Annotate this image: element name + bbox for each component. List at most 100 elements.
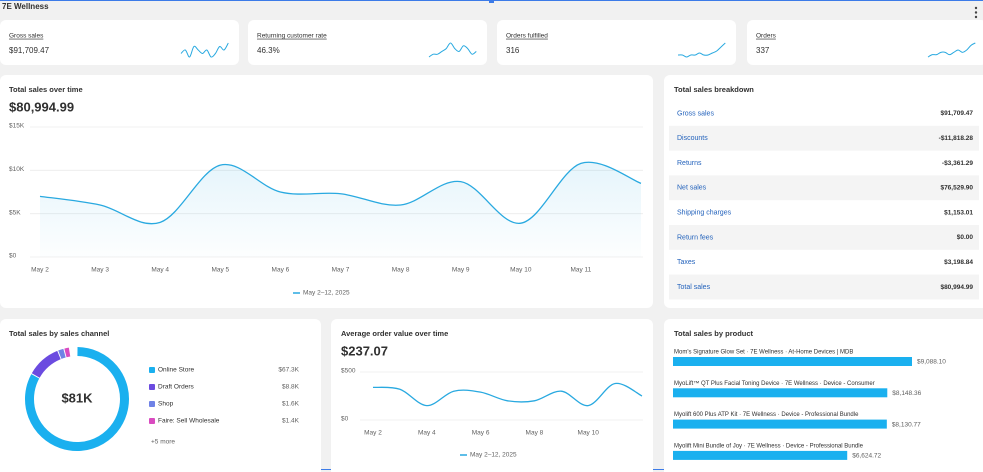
row-value: $1,153.01 xyxy=(944,209,973,216)
row-label[interactable]: Shipping charges xyxy=(677,210,732,217)
card-title: Total sales by sales channel xyxy=(9,329,109,338)
line xyxy=(372,382,643,407)
row-label[interactable]: Returns xyxy=(677,160,702,167)
row-value: $80,994.99 xyxy=(940,284,973,291)
bar xyxy=(673,450,848,460)
legend-swatch xyxy=(149,418,155,424)
row-bg xyxy=(669,225,979,250)
legend-value: $1.4K xyxy=(282,418,300,425)
sparkline xyxy=(428,42,477,58)
x-tick-label: May 10 xyxy=(578,430,600,437)
row-value: $3,198.84 xyxy=(944,259,973,266)
legend-value: $8.8K xyxy=(282,384,300,391)
x-tick-label: May 9 xyxy=(452,267,470,274)
resize-handle[interactable] xyxy=(489,0,494,3)
x-tick-label: May 8 xyxy=(526,430,544,437)
card xyxy=(0,319,321,472)
y-tick-label: $0 xyxy=(341,416,349,423)
card-title: Total sales over time xyxy=(9,85,83,94)
bar xyxy=(673,388,888,398)
y-tick-label: $500 xyxy=(341,368,356,375)
legend-label: May 2–12, 2025 xyxy=(470,452,517,459)
x-tick-label: May 7 xyxy=(332,267,350,274)
donut-segment xyxy=(31,350,61,378)
donut-segment xyxy=(64,347,71,358)
card-title: Total sales breakdown xyxy=(674,85,754,94)
sparkline xyxy=(180,42,229,58)
row-bg xyxy=(669,125,979,151)
legend-label: Shop xyxy=(158,401,174,408)
bar-category: Myolift 600 Plus ATP Kit · 7E Wellness ·… xyxy=(674,412,859,418)
legend-label: Faire: Sell Wholesale xyxy=(158,418,220,425)
legend-value: $1.6K xyxy=(282,401,300,408)
donut-segment xyxy=(25,347,129,451)
kpi-value: 337 xyxy=(756,46,770,55)
kpi-card[interactable] xyxy=(497,20,736,65)
card-title: Average order value over time xyxy=(341,329,448,338)
x-tick-label: May 8 xyxy=(392,267,410,274)
legend-value: $67.3K xyxy=(278,367,299,374)
bar-category: Myolift Mini Bundle of Joy · 7E Wellness… xyxy=(674,443,864,449)
kpi-card[interactable] xyxy=(747,20,983,65)
x-tick-label: May 5 xyxy=(211,267,229,274)
kpi-card[interactable] xyxy=(0,20,239,65)
row-value: -$3,361.29 xyxy=(942,160,973,167)
kpi-card[interactable] xyxy=(248,20,487,65)
x-tick-label: May 2 xyxy=(31,267,49,274)
bar-value-label: $8,148.36 xyxy=(892,390,921,397)
bar-value-label: $6,624.72 xyxy=(852,453,881,460)
kpi-value: $91,709.47 xyxy=(9,46,50,55)
x-tick-label: May 6 xyxy=(272,267,290,274)
row-label[interactable]: Net sales xyxy=(677,185,707,192)
row-label[interactable]: Total sales xyxy=(677,284,711,291)
bar-category: Mom's Signature Glow Set · 7E Wellness ·… xyxy=(674,350,853,356)
x-tick-label: May 3 xyxy=(91,267,109,274)
card-title: Total sales by product xyxy=(674,329,754,338)
area xyxy=(40,162,641,257)
x-tick-label: May 11 xyxy=(570,267,591,274)
donut-total: $81K xyxy=(61,390,93,405)
kpi-label: Orders fulfilled xyxy=(506,33,548,40)
row-label[interactable]: Taxes xyxy=(677,259,696,266)
metric-value: $80,994.99 xyxy=(9,99,74,114)
kpi-value: 46.3% xyxy=(257,46,280,55)
kpi-label: Returning customer rate xyxy=(257,33,327,40)
row-value: $0.00 xyxy=(957,234,974,241)
legend-swatch xyxy=(149,401,155,407)
y-tick-label: $15K xyxy=(9,123,25,130)
more-menu[interactable] xyxy=(974,6,978,19)
row-value: -$11,818.28 xyxy=(939,135,974,142)
y-tick-label: $0 xyxy=(9,253,17,260)
x-tick-label: May 10 xyxy=(510,267,532,274)
bar-value-label: $9,088.10 xyxy=(917,359,946,366)
legend-swatch xyxy=(149,384,155,390)
x-tick-label: May 2 xyxy=(364,430,382,437)
y-tick-label: $5K xyxy=(9,209,21,216)
sparkline xyxy=(677,42,726,58)
kpi-label: Gross sales xyxy=(9,33,44,40)
bar-category: MyoLift™ QT Plus Facial Toning Device · … xyxy=(674,380,875,387)
donut-segment xyxy=(58,348,66,359)
legend-label: Draft Orders xyxy=(158,384,195,391)
y-tick-label: $10K xyxy=(9,166,25,173)
metric-value: $237.07 xyxy=(341,343,388,358)
kpi-value: 316 xyxy=(506,46,520,55)
legend-label: Online Store xyxy=(158,367,195,374)
bar xyxy=(673,419,887,429)
x-tick-label: May 6 xyxy=(472,430,490,437)
more-link[interactable]: +5 more xyxy=(151,439,175,446)
legend-label: May 2–12, 2025 xyxy=(303,290,350,297)
row-label[interactable]: Return fees xyxy=(677,234,714,241)
kpi-label: Orders xyxy=(756,33,777,40)
page-title: 7E Wellness xyxy=(2,2,49,11)
bar xyxy=(673,357,912,366)
sparkline xyxy=(927,42,976,58)
row-label[interactable]: Discounts xyxy=(677,135,708,142)
line xyxy=(39,161,642,225)
x-tick-label: May 4 xyxy=(151,267,169,274)
bar-value-label: $8,130.77 xyxy=(892,421,921,428)
legend-swatch xyxy=(149,367,155,373)
row-label[interactable]: Gross sales xyxy=(677,110,714,117)
row-value: $91,709.47 xyxy=(940,110,973,117)
